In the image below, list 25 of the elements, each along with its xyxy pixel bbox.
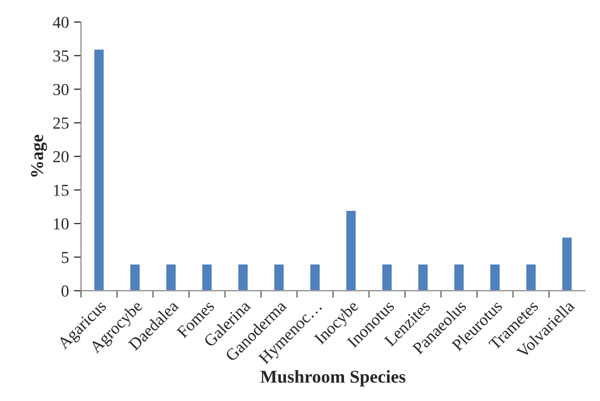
y-tick-label: 35 — [53, 50, 69, 62]
bar — [416, 263, 430, 291]
bar — [272, 263, 286, 291]
y-tick-label: 20 — [53, 151, 69, 162]
bar — [452, 263, 466, 291]
bar — [92, 48, 106, 291]
bar — [164, 263, 178, 291]
bar — [200, 263, 214, 291]
bar — [308, 263, 322, 291]
y-tick-label: 40 — [52, 16, 69, 28]
bar — [524, 263, 538, 291]
bar — [236, 263, 250, 291]
x-axis-title: Mushroom Species — [260, 370, 406, 386]
bar — [380, 263, 394, 291]
bar — [128, 263, 142, 291]
y-tick-label: 0 — [61, 285, 69, 297]
y-tick-label: 5 — [62, 252, 69, 264]
bar — [344, 209, 358, 291]
y-tick-label: 25 — [53, 118, 69, 129]
y-tick-label: 10 — [54, 218, 69, 230]
y-tick-label: 30 — [53, 84, 69, 96]
bar — [488, 263, 502, 291]
y-axis-title: %age — [30, 134, 47, 177]
bar — [560, 236, 574, 291]
y-tick-label: 15 — [54, 184, 69, 196]
